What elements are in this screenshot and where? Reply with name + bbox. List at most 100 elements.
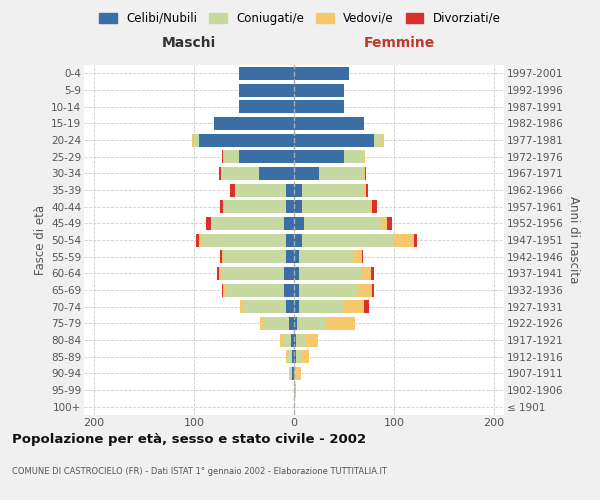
Bar [280,334,283,346]
Bar [289,367,292,380]
Bar [201,234,286,246]
Bar [299,267,361,280]
Bar [394,234,414,246]
Bar [294,217,304,230]
Bar [220,250,222,263]
Bar [235,184,236,196]
Bar [294,350,296,363]
Bar [344,300,364,313]
Bar [414,234,417,246]
Bar [294,184,302,196]
Bar [286,250,294,263]
Bar [230,184,235,196]
Bar [284,284,294,296]
Bar [319,167,364,180]
Text: Femmine: Femmine [364,36,434,50]
Bar [287,350,292,363]
Bar [206,217,211,230]
Bar [194,134,199,146]
Bar [296,367,301,380]
Bar [291,334,294,346]
Bar [370,200,372,213]
Bar [299,250,354,263]
Bar [240,300,244,313]
Bar [223,150,224,163]
Bar [294,267,299,280]
Bar [294,334,296,346]
Bar [289,317,294,330]
Bar [212,217,284,230]
Bar [294,150,344,163]
Bar [297,317,325,330]
Bar [217,267,219,280]
Bar [192,134,194,146]
Bar [354,250,362,263]
Bar [304,217,382,230]
Bar [302,200,370,213]
Bar [294,117,364,130]
Bar [220,200,223,213]
Bar [306,334,318,346]
Bar [294,384,295,396]
Bar [344,150,364,163]
Bar [224,150,239,163]
Bar [294,367,296,380]
Bar [214,117,294,130]
Bar [264,317,289,330]
Bar [239,67,294,80]
Bar [357,284,372,296]
Bar [196,234,199,246]
Text: COMUNE DI CASTROCIELO (FR) - Dati ISTAT 1° gennaio 2002 - Elaborazione TUTTITALI: COMUNE DI CASTROCIELO (FR) - Dati ISTAT … [12,468,387,476]
Bar [294,250,299,263]
Bar [226,284,284,296]
Bar [371,267,374,280]
Bar [299,284,357,296]
Bar [302,234,394,246]
Legend: Celibi/Nubili, Coniugati/e, Vedovi/e, Divorziati/e: Celibi/Nubili, Coniugati/e, Vedovi/e, Di… [96,8,504,28]
Bar [260,317,264,330]
Bar [372,200,377,213]
Bar [294,100,344,113]
Bar [199,234,201,246]
Bar [382,217,387,230]
Bar [292,367,294,380]
Bar [294,200,302,213]
Bar [244,300,286,313]
Bar [364,184,366,196]
Bar [296,350,301,363]
Bar [387,217,392,230]
Text: Maschi: Maschi [162,36,216,50]
Bar [284,267,294,280]
Bar [372,284,374,296]
Bar [283,334,291,346]
Bar [224,250,286,263]
Bar [325,317,355,330]
Bar [292,350,294,363]
Bar [365,167,366,180]
Bar [364,150,365,163]
Bar [296,334,306,346]
Bar [361,267,371,280]
Bar [221,167,259,180]
Bar [294,317,297,330]
Bar [259,167,294,180]
Bar [219,267,222,280]
Bar [286,350,287,363]
Bar [294,167,319,180]
Bar [286,200,294,213]
Bar [301,350,309,363]
Bar [364,167,365,180]
Bar [223,284,226,296]
Bar [294,134,374,146]
Bar [364,300,369,313]
Y-axis label: Anni di nascita: Anni di nascita [567,196,580,284]
Bar [236,184,286,196]
Bar [286,234,294,246]
Text: Popolazione per età, sesso e stato civile - 2002: Popolazione per età, sesso e stato civil… [12,432,366,446]
Bar [294,284,299,296]
Bar [219,167,221,180]
Bar [362,250,363,263]
Bar [366,184,368,196]
Bar [222,284,223,296]
Bar [222,250,224,263]
